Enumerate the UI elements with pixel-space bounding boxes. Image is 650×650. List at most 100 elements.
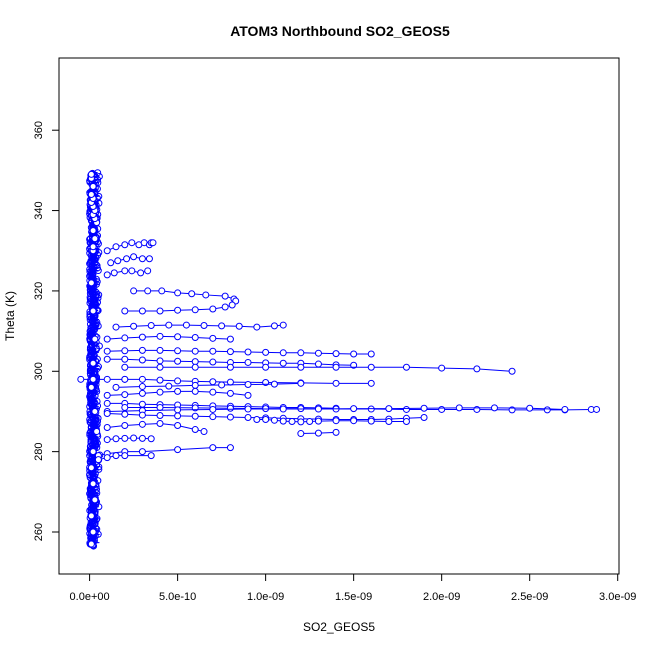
data-point xyxy=(226,378,234,386)
data-point xyxy=(138,375,146,383)
data-point xyxy=(314,360,322,368)
data-point xyxy=(228,301,236,309)
data-point xyxy=(144,287,152,295)
data-point xyxy=(121,452,129,460)
data-point xyxy=(191,412,199,420)
data-point xyxy=(226,348,234,356)
data-point xyxy=(350,405,358,413)
data-point xyxy=(209,347,217,355)
data-point xyxy=(137,269,145,277)
data-point xyxy=(149,239,157,247)
data-point xyxy=(112,452,120,460)
data-point xyxy=(244,381,252,389)
series-8 xyxy=(103,332,234,343)
data-point xyxy=(156,346,164,354)
series-13 xyxy=(77,375,129,383)
data-point xyxy=(174,306,182,314)
x-tick-label: 2.5e-09 xyxy=(511,591,548,603)
data-point xyxy=(314,349,322,357)
data-point xyxy=(138,400,146,408)
data-point xyxy=(244,358,252,366)
data-point xyxy=(200,321,208,329)
data-point xyxy=(121,363,129,371)
data-point xyxy=(191,347,199,355)
data-point xyxy=(144,267,152,275)
data-point xyxy=(332,363,340,371)
data-point xyxy=(332,428,340,436)
data-point xyxy=(402,363,410,371)
data-point xyxy=(89,375,97,383)
data-point xyxy=(156,357,164,365)
x-tick-label: 1.5e-09 xyxy=(335,591,372,603)
data-point xyxy=(279,349,287,357)
y-axis: 260 280 300 320 340 360 xyxy=(33,121,60,541)
data-point xyxy=(314,405,322,413)
series-3 xyxy=(107,253,153,267)
data-point xyxy=(91,407,99,415)
data-point xyxy=(138,356,146,364)
x-tick-label: 5.0e-10 xyxy=(159,591,196,603)
data-point xyxy=(156,332,164,340)
data-point xyxy=(367,379,375,387)
data-point xyxy=(226,363,234,371)
data-point xyxy=(200,428,208,436)
data-point xyxy=(156,307,164,315)
data-point xyxy=(87,464,95,472)
series-0 xyxy=(87,247,101,548)
series-15 xyxy=(103,387,252,399)
data-point xyxy=(332,350,340,358)
data-point xyxy=(103,247,111,255)
series-20 xyxy=(253,415,410,426)
data-point xyxy=(138,411,146,419)
data-point xyxy=(367,363,375,371)
x-tick-label: 0.0e+00 xyxy=(70,591,110,603)
data-point xyxy=(89,182,97,190)
x-tick-label: 1.0e-09 xyxy=(247,591,284,603)
data-point xyxy=(138,346,146,354)
data-point xyxy=(262,348,270,356)
data-point xyxy=(156,388,164,396)
data-point xyxy=(121,334,129,342)
chart-title: ATOM3 Northbound SO2_GEOS5 xyxy=(230,23,450,39)
data-point xyxy=(147,321,155,329)
data-point xyxy=(314,417,322,425)
data-point xyxy=(174,357,182,365)
data-point xyxy=(174,446,182,454)
data-point xyxy=(332,417,340,425)
data-point xyxy=(95,199,103,207)
data-point xyxy=(121,422,129,430)
data-point xyxy=(103,399,111,407)
data-point xyxy=(156,363,164,371)
data-point xyxy=(103,347,111,355)
data-point xyxy=(156,411,164,419)
data-point xyxy=(130,434,138,442)
data-point xyxy=(174,406,182,414)
data-point xyxy=(270,322,278,330)
data-point xyxy=(87,383,95,391)
series-line xyxy=(107,349,372,355)
data-point xyxy=(244,348,252,356)
data-point xyxy=(110,269,118,277)
data-point xyxy=(174,387,182,395)
data-point xyxy=(209,405,217,413)
series-line xyxy=(115,382,301,388)
y-tick-label: 280 xyxy=(33,442,45,460)
data-point xyxy=(279,359,287,367)
data-point xyxy=(138,389,146,397)
data-point xyxy=(262,363,270,371)
data-point xyxy=(297,379,305,387)
series-line xyxy=(124,366,513,372)
series-9 xyxy=(103,346,375,358)
data-point xyxy=(121,375,129,383)
data-point xyxy=(87,190,95,198)
y-tick-label: 260 xyxy=(33,523,45,541)
series-11 xyxy=(121,363,516,375)
data-point xyxy=(87,170,95,178)
data-point xyxy=(279,417,287,425)
data-point xyxy=(209,444,217,452)
data-point xyxy=(130,287,138,295)
data-point xyxy=(226,444,234,452)
data-point xyxy=(93,428,101,436)
series-5 xyxy=(130,287,240,305)
